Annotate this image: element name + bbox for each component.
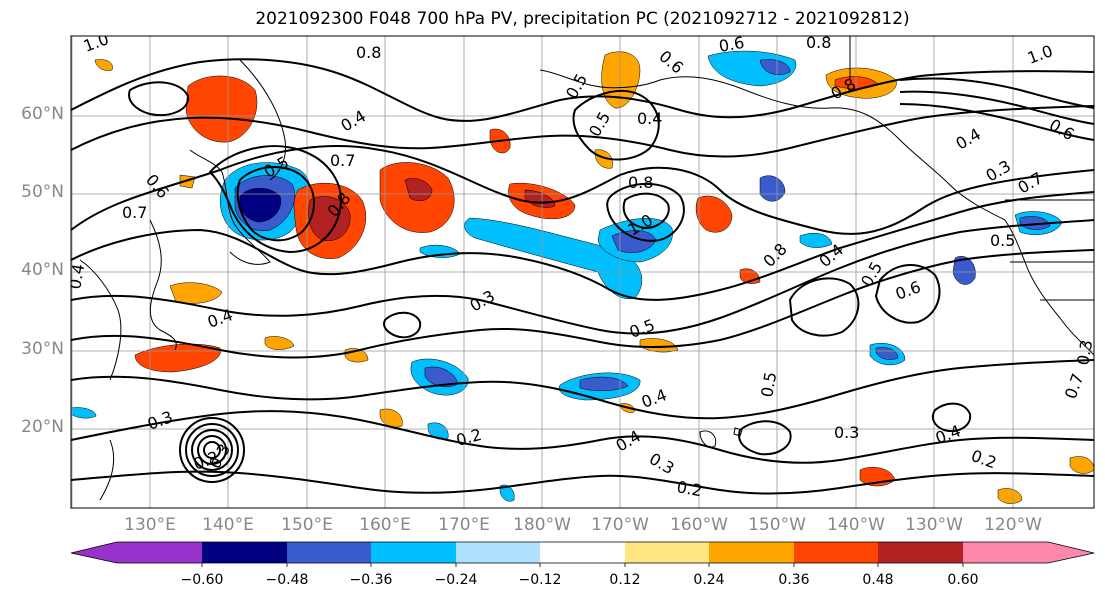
- colorbar-tick-label: 0.60: [947, 572, 979, 588]
- map-title: 2021092300 F048 700 hPa PV, precipitatio…: [255, 9, 910, 29]
- lon-label: 170°E: [438, 515, 490, 535]
- contour-label: 0.7: [122, 203, 147, 222]
- colorbar-tick-label: −0.24: [434, 572, 478, 588]
- lon-label: 120°W: [984, 515, 1042, 535]
- lon-label: 140°E: [202, 515, 254, 535]
- pv-contours: [71, 58, 1094, 495]
- colorbar-tick-label: 0.12: [609, 572, 641, 588]
- contour-label: 0.6: [717, 33, 745, 56]
- colorbar: [70, 541, 1095, 567]
- colorbar-segment: [963, 542, 1048, 563]
- contour-label: 0.5: [990, 231, 1015, 250]
- contour-label: 0.2: [675, 477, 703, 500]
- contour-label: 0.4: [65, 262, 88, 290]
- map-plot-area: 1.0 0.8 0.8 0.6 1.0 0.4 0.5 0.7 0.8 0.6 …: [65, 33, 1096, 508]
- map-frame: [70, 35, 1095, 509]
- colorbar-segment: [456, 542, 540, 563]
- lon-label: 170°W: [591, 515, 649, 535]
- lat-label: 40°N: [21, 260, 64, 280]
- contour-label: 0.8: [628, 173, 653, 192]
- colorbar-segment: [202, 542, 287, 563]
- colorbar-tick-label: 0.24: [693, 572, 725, 588]
- colorbar-extend-low: [71, 542, 117, 563]
- colorbar-segment: [540, 542, 625, 563]
- contour-label: 0.4: [637, 109, 662, 128]
- lat-label: 20°N: [21, 417, 64, 437]
- lon-label: 140°W: [827, 515, 885, 535]
- contour-label: 0.3: [1073, 338, 1096, 366]
- colorbar-segment: [625, 542, 709, 563]
- lat-label: 50°N: [21, 182, 64, 202]
- colorbar-segment: [794, 542, 878, 563]
- lat-label: 60°N: [21, 104, 64, 124]
- lat-label: 30°N: [21, 339, 64, 359]
- colorbar-segment: [709, 542, 794, 563]
- lon-label: 160°E: [359, 515, 411, 535]
- colorbar-tick-label: 0.36: [778, 572, 810, 588]
- contour-label: 0.3: [834, 423, 859, 442]
- contour-label: 0.7: [330, 151, 355, 170]
- colorbar-extend-high: [1048, 542, 1094, 563]
- lon-label: 130°E: [124, 515, 176, 535]
- lon-label: 160°W: [670, 515, 728, 535]
- colorbar-tick-label: −0.12: [518, 572, 562, 588]
- contour-label: 0.5: [757, 370, 780, 398]
- colorbar-tick-label: 0.48: [862, 572, 894, 588]
- lon-label: 150°W: [748, 515, 806, 535]
- colorbar-segment: [117, 542, 202, 563]
- lon-label: 130°W: [905, 515, 963, 535]
- colorbar-tick-label: −0.48: [265, 572, 309, 588]
- colorbar-segment: [371, 542, 456, 563]
- colorbar-segment: [878, 542, 963, 563]
- lon-label: 150°E: [281, 515, 333, 535]
- colorbar-tick-label: −0.60: [180, 572, 224, 588]
- colorbar-tick-label: −0.36: [349, 572, 393, 588]
- contour-label: 0.8: [356, 43, 381, 62]
- colorbar-segment: [287, 542, 371, 563]
- contour-label: 0.8: [806, 33, 831, 52]
- lon-label: 180°W: [513, 515, 571, 535]
